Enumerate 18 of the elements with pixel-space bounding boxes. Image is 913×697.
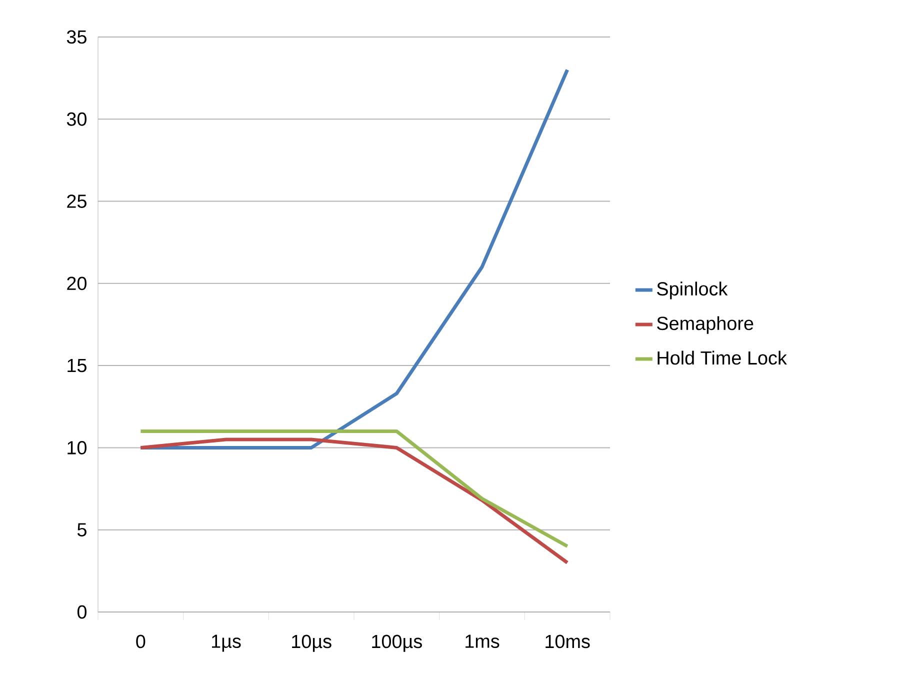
y-tick-label: 30	[66, 112, 86, 126]
x-tick-label: 0	[136, 634, 146, 648]
y-tick-label: 20	[67, 276, 86, 290]
legend-label: Semaphore	[657, 316, 754, 334]
legend-label: Spinlock	[657, 282, 728, 300]
x-tick-label: 1µs	[212, 634, 241, 652]
y-tick-label: 10	[68, 440, 86, 454]
x-tick-label: 100µs	[372, 634, 422, 652]
y-tick-label: 25	[67, 194, 86, 208]
line-series	[138, 438, 570, 564]
y-tick-label: 35	[66, 30, 86, 44]
x-tick-label: 10µs	[292, 634, 332, 652]
y-tick-label: 15	[68, 358, 86, 372]
legend-label: Hold Time Lock	[658, 350, 787, 365]
y-tick-label: 0	[77, 605, 86, 619]
x-tick-label: 1ms	[466, 634, 500, 648]
y-tick-label: 5	[77, 523, 86, 536]
x-tick-label: 10ms	[546, 634, 590, 648]
